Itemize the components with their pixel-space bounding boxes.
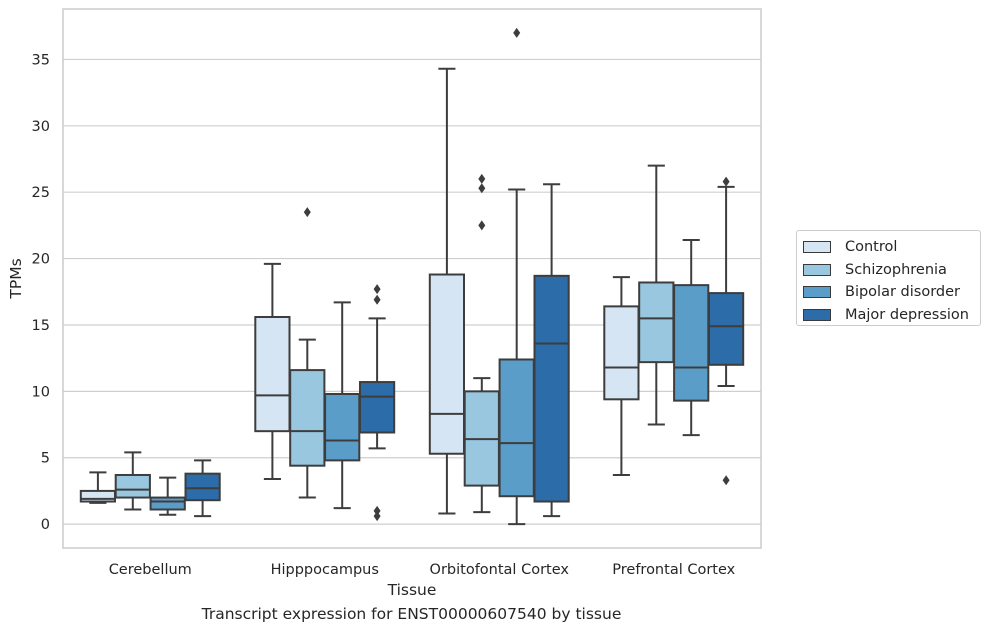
- box-schizophrenia-prefrontal-cortex: [638, 164, 675, 426]
- y-tick-label-0: 0: [41, 517, 50, 533]
- y-tick-label-30: 30: [32, 119, 50, 135]
- box-bipolar-disorder-prefrontal-cortex: [673, 239, 710, 437]
- legend-swatch-major-depression: [803, 308, 831, 321]
- legend: Control Schizophrenia Bipolar disorder M…: [796, 230, 981, 326]
- box-plot-series: [79, 27, 745, 526]
- box-bipolar-disorder-orbitofontal-cortex: [498, 27, 535, 526]
- box-control-prefrontal-cortex: [603, 276, 640, 476]
- box-major-depression-orbitofontal-cortex: [533, 183, 570, 518]
- box-iqr: [254, 316, 291, 433]
- box-control-cerebellum: [79, 471, 117, 504]
- box-iqr: [149, 496, 186, 511]
- legend-label-bipolar-disorder: Bipolar disorder: [845, 284, 960, 301]
- x-tick-label-cerebellum: Cerebellum: [109, 562, 192, 578]
- box-iqr: [358, 381, 396, 434]
- plot-frame: [62, 8, 762, 549]
- outlier-point: [373, 511, 381, 522]
- gridlines: [63, 58, 761, 525]
- outlier-point: [478, 220, 486, 231]
- box-iqr: [707, 292, 745, 366]
- box-iqr: [324, 393, 361, 462]
- box-schizophrenia-hipppocampus: [289, 207, 326, 499]
- box-iqr: [638, 281, 675, 364]
- legend-item-major-depression: Major depression: [803, 304, 980, 327]
- box-iqr: [498, 358, 535, 498]
- legend-label-major-depression: Major depression: [845, 306, 969, 323]
- outlier-point: [513, 27, 521, 38]
- y-tick-label-10: 10: [32, 384, 50, 400]
- box-iqr: [79, 489, 117, 503]
- x-axis-label: Tissue: [387, 581, 437, 599]
- outlier-point: [303, 207, 311, 218]
- legend-item-schizophrenia: Schizophrenia: [803, 259, 980, 282]
- outlier-point: [478, 173, 486, 184]
- box-major-depression-prefrontal-cortex: [707, 176, 745, 486]
- y-tick-label-5: 5: [41, 451, 50, 467]
- x-tick-label-hipppocampus: Hipppocampus: [271, 562, 379, 578]
- x-tick-label-orbitofontal-cortex: Orbitofontal Cortex: [430, 562, 570, 578]
- box-bipolar-disorder-cerebellum: [149, 476, 186, 516]
- box-iqr: [428, 273, 466, 455]
- x-tick-label-prefrontal-cortex: Prefrontal Cortex: [612, 562, 735, 578]
- box-control-hipppocampus: [254, 262, 291, 480]
- legend-label-control: Control: [845, 239, 898, 256]
- box-schizophrenia-cerebellum: [114, 451, 151, 511]
- y-tick-label-20: 20: [32, 252, 50, 268]
- legend-swatch-schizophrenia: [803, 263, 831, 276]
- chart-caption: Transcript expression for ENST0000060754…: [201, 605, 622, 623]
- y-tick-label-15: 15: [32, 318, 50, 334]
- outlier-point: [722, 475, 730, 486]
- box-iqr: [289, 369, 326, 467]
- legend-swatch-bipolar-disorder: [803, 286, 831, 299]
- box-control-orbitofontal-cortex: [428, 67, 466, 515]
- box-iqr: [673, 284, 710, 402]
- box-major-depression-cerebellum: [184, 459, 221, 518]
- box-iqr: [533, 274, 570, 503]
- legend-swatch-control: [803, 241, 831, 254]
- y-axis-ticks: 0 5 10 15 20 25 30 35: [32, 52, 50, 533]
- box-iqr: [114, 473, 151, 499]
- box-major-depression-hipppocampus: [358, 284, 396, 522]
- legend-item-control: Control: [803, 236, 980, 259]
- outlier-point: [373, 294, 381, 305]
- box-iqr: [603, 305, 640, 401]
- legend-item-bipolar-disorder: Bipolar disorder: [803, 281, 980, 304]
- outlier-point: [478, 183, 486, 194]
- legend-label-schizophrenia: Schizophrenia: [845, 261, 947, 278]
- y-axis-label: TPMs: [7, 258, 25, 299]
- outlier-point: [373, 284, 381, 295]
- y-tick-label-25: 25: [32, 185, 50, 201]
- x-axis-ticks: Cerebellum Hipppocampus Orbitofontal Corte…: [109, 562, 736, 578]
- box-iqr: [184, 472, 221, 502]
- outlier-point: [722, 176, 730, 187]
- box-bipolar-disorder-hipppocampus: [324, 301, 361, 510]
- box-schizophrenia-orbitofontal-cortex: [463, 173, 500, 514]
- y-tick-label-35: 35: [32, 52, 50, 68]
- outlier-point: [373, 505, 381, 516]
